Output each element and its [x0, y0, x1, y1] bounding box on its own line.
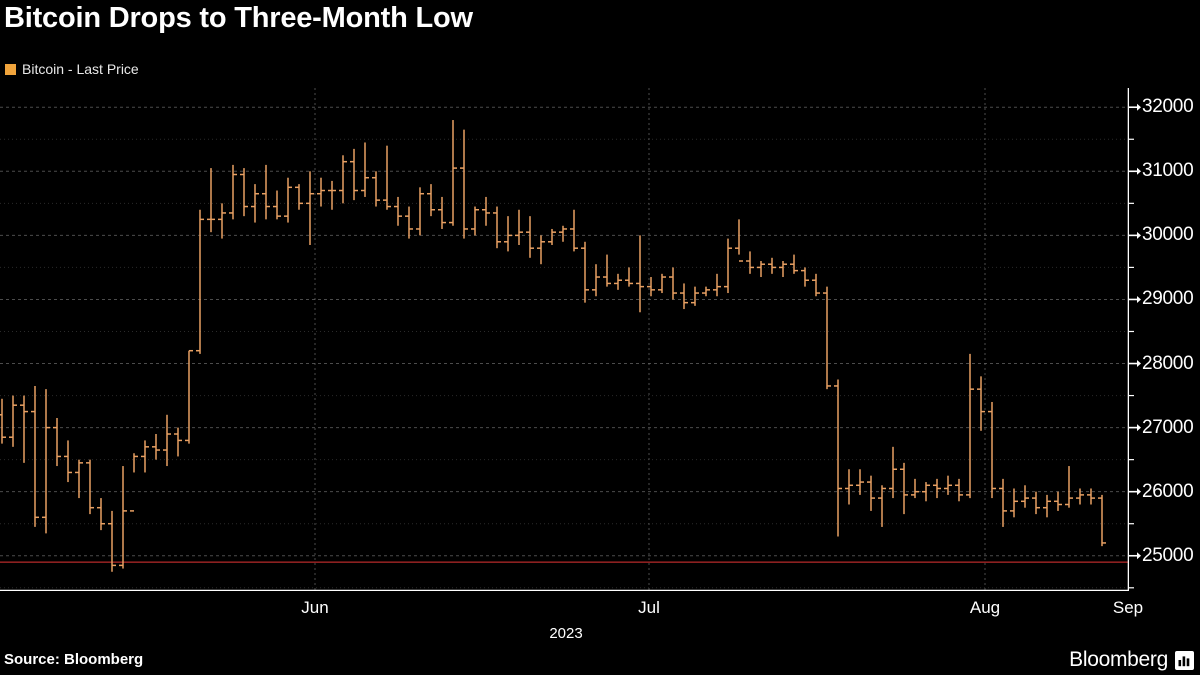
source-credit: Source: Bloomberg	[4, 651, 144, 668]
gridlines-major-horizontal	[0, 106, 1129, 557]
axis-frame	[0, 88, 1129, 591]
y-axis-tick-label: 29000	[1142, 288, 1194, 310]
y-axis-tick-label: 27000	[1142, 416, 1194, 438]
y-axis-ticks	[1128, 103, 1141, 589]
bloomberg-logo-icon	[1175, 650, 1194, 670]
y-axis-tick-label: 25000	[1142, 544, 1194, 566]
y-axis-tick-label: 26000	[1142, 480, 1194, 502]
gridlines-minor-horizontal	[0, 138, 1129, 589]
page-title: Bitcoin Drops to Three-Month Low	[4, 2, 473, 34]
brand-wordmark: Bloomberg	[1069, 648, 1168, 671]
gridlines-vertical	[314, 88, 986, 591]
legend-color-swatch	[5, 63, 16, 75]
y-axis-tick-label: 30000	[1142, 224, 1194, 246]
x-axis-tick-label: Sep	[1112, 598, 1144, 617]
x-axis-tick-label: Aug	[969, 598, 1001, 617]
y-axis-tick-label: 32000	[1142, 96, 1194, 118]
x-axis-tick-label: Jun	[301, 598, 329, 617]
ohlc-bars	[0, 120, 1106, 572]
ohlc-chart-svg	[0, 88, 1129, 591]
plot-area	[0, 88, 1129, 591]
y-axis-tick-label: 28000	[1142, 352, 1194, 374]
y-axis-tick-label: 31000	[1142, 160, 1194, 182]
legend-label: Bitcoin - Last Price	[22, 61, 139, 77]
chart-legend: Bitcoin - Last Price	[5, 61, 139, 77]
bloomberg-brand: Bloomberg	[1069, 648, 1194, 672]
x-axis-title: 2023	[549, 625, 583, 642]
x-axis-tick-label: Jul	[638, 598, 660, 617]
y-axis: 25000 26000 27000 28000 29000 30000 31000 32000	[1128, 88, 1200, 591]
